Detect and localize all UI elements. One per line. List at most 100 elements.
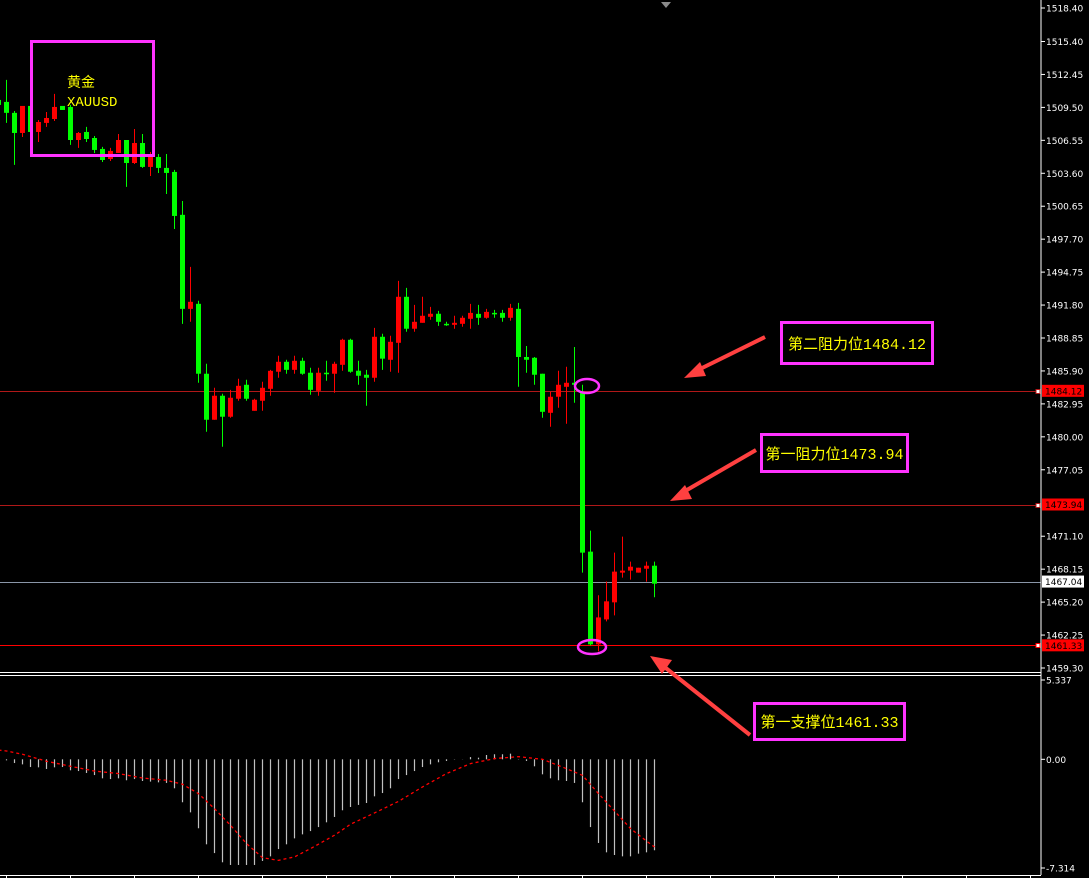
macd-tick-label: 5.337 <box>1046 677 1072 687</box>
candle-body <box>564 382 569 387</box>
candle-body <box>196 303 201 374</box>
candle <box>252 398 257 411</box>
candle <box>4 79 9 123</box>
candle <box>412 304 417 332</box>
annotation-shapes <box>573 335 766 737</box>
candle <box>636 567 641 573</box>
candle <box>644 561 649 582</box>
candle-body <box>20 105 25 133</box>
candle <box>308 367 313 395</box>
candle <box>172 169 177 230</box>
candle <box>356 360 361 385</box>
macd-tick-label: 0.00 <box>1046 756 1066 766</box>
price-level-tag <box>1042 575 1084 588</box>
candle-body <box>228 397 233 417</box>
level-handle[interactable] <box>1035 643 1041 648</box>
level-lines <box>0 389 1041 648</box>
chart-frame <box>0 0 1042 876</box>
candle <box>540 373 545 418</box>
candle-body <box>484 311 489 318</box>
candle <box>244 379 249 401</box>
price-tick-label: 1482.95 <box>1046 400 1083 410</box>
candle-body <box>580 391 585 553</box>
candle-body <box>180 214 185 309</box>
candle <box>0 99 1 105</box>
candle-body <box>452 322 457 325</box>
candle-body <box>164 167 169 173</box>
candle-body <box>500 312 505 318</box>
candle-body <box>92 137 97 150</box>
candle-body <box>324 372 329 375</box>
candle-body <box>364 374 369 378</box>
price-tick-label: 1462.25 <box>1046 632 1083 642</box>
candle <box>596 595 601 652</box>
candle-body <box>628 566 633 571</box>
price-tick-label: 1468.15 <box>1046 566 1083 576</box>
candle <box>124 140 129 187</box>
level-handle[interactable] <box>1035 389 1041 394</box>
candle <box>300 357 305 375</box>
candle-body <box>300 360 305 374</box>
arrow-icon <box>670 448 758 501</box>
candle <box>20 105 25 137</box>
price-level-tag-label: 1484.12 <box>1045 387 1082 397</box>
candle <box>212 387 217 420</box>
candle-body <box>244 384 249 399</box>
candle <box>340 338 345 371</box>
candle-body <box>340 339 345 365</box>
candle <box>60 105 65 110</box>
candle-body <box>308 372 313 390</box>
candle <box>292 355 297 374</box>
candle-body <box>68 106 73 140</box>
candle-body <box>292 360 297 370</box>
candle-body <box>4 101 9 113</box>
candle-body <box>148 155 153 167</box>
candle <box>548 391 553 427</box>
candle <box>516 302 521 387</box>
candle <box>612 552 617 616</box>
candle-body <box>372 336 377 378</box>
candle-body <box>524 356 529 360</box>
candle <box>572 347 577 403</box>
candle <box>188 266 193 322</box>
candle <box>276 355 281 378</box>
candle-body <box>532 357 537 375</box>
candle-body <box>204 373 209 420</box>
candle-body <box>284 361 289 370</box>
candle <box>68 104 73 145</box>
candle <box>564 366 569 424</box>
candle <box>604 581 609 622</box>
candle-body <box>156 156 161 168</box>
candle <box>372 327 377 382</box>
candle <box>236 378 241 401</box>
candle-body <box>620 570 625 573</box>
candle <box>532 356 537 385</box>
price-tick-label: 1459.30 <box>1046 665 1083 675</box>
price-level-tag <box>1042 384 1084 397</box>
candle-body <box>332 363 337 374</box>
candle-body <box>172 171 177 216</box>
candle-body <box>52 106 57 120</box>
candle-body <box>236 385 241 399</box>
candle <box>492 309 497 318</box>
candle <box>508 303 513 321</box>
candle-body <box>60 105 65 110</box>
price-tick-label: 1494.75 <box>1046 269 1083 279</box>
candle-body <box>276 361 281 372</box>
candle <box>620 536 625 578</box>
candle-body <box>12 112 17 133</box>
chart-shift-marker-icon[interactable] <box>661 2 671 8</box>
price-level-tag <box>1042 639 1084 652</box>
candle-body <box>124 140 129 164</box>
candle <box>116 133 121 153</box>
candle-body <box>436 313 441 322</box>
candle-body <box>548 396 553 413</box>
candle-body <box>492 312 497 315</box>
candle-body <box>252 399 257 411</box>
candle <box>268 369 273 396</box>
level-handle[interactable] <box>1035 503 1041 508</box>
price-tick-label: 1515.40 <box>1046 38 1083 48</box>
highlight-ellipse <box>573 377 601 395</box>
candle <box>132 128 137 165</box>
